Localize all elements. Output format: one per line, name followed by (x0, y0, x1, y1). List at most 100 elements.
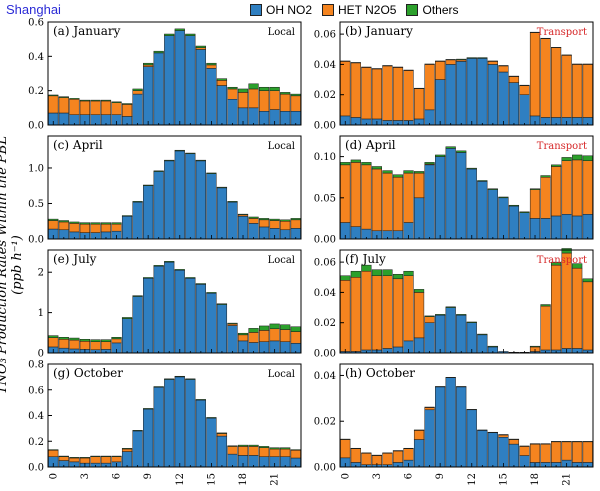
panel-1-bar-het-n2o5-h5 (100, 100, 112, 115)
panel-5-tag: Local (268, 255, 295, 266)
panel-8-bar-het-n2o5-h0 (340, 439, 351, 459)
xtick-label-col2-12: 12 (467, 473, 478, 486)
panel-7-bar-oh-no2-h13 (185, 379, 196, 468)
legend-swatch-others (406, 4, 419, 16)
panel-4-bar-het-n2o5-h22 (572, 159, 583, 217)
panel-6-bar-others-h5 (392, 273, 404, 280)
xtick-label-col2-6: 6 (404, 473, 415, 479)
panel-5-bar-oh-no2-h13 (185, 278, 196, 354)
panel-1-frame (47, 21, 302, 126)
panel-2-bar-het-n2o5-h21 (561, 55, 572, 118)
panel-3-bar-oh-no2-h19 (248, 223, 259, 240)
panel-5-bar-oh-no2-h11 (164, 261, 175, 354)
legend: OH NO2 HET N2O5 Others (250, 3, 459, 17)
panel-3-frame (47, 135, 302, 240)
panel-7-ytick-label-4: 0.8 (28, 360, 44, 371)
panel-4-bar-het-n2o5-h7 (413, 172, 425, 199)
panel-1-bar-others-h10 (153, 50, 164, 54)
panel-1-bar-others-h6 (111, 101, 122, 103)
panel-5-bar-het-n2o5-h3 (79, 341, 91, 350)
panel-5: 0 1 2 (e) July Local (38, 249, 302, 360)
panel-4-bar-oh-no2-h17 (519, 212, 530, 240)
panel-2-bar-oh-no2-h16 (508, 82, 520, 126)
panel-4-title: (d) April (345, 138, 396, 152)
panel-5-bar-others-h3 (79, 339, 91, 342)
panel-4-bar-others-h12 (466, 167, 477, 170)
panel-8-bar-het-n2o5-h1 (350, 448, 361, 463)
panel-3-bar-het-n2o5-h4 (90, 223, 101, 233)
panel-4-bar-others-h3 (371, 166, 382, 170)
panel-7-ytick-label-2: 0.4 (28, 411, 44, 422)
panel-2: 0.00 0.02 0.04 0.06 (b) January Transport (314, 21, 594, 132)
panel-7-bar-others-h17 (227, 445, 238, 447)
panel-1-bar-others-h7 (121, 103, 133, 105)
panel-2-bar-het-n2o5-h23 (582, 64, 593, 118)
panel-2-ytick-label-2: 0.04 (314, 60, 336, 71)
panel-2-tag: Transport (537, 27, 587, 38)
panel-7-bar-het-n2o5-h18 (237, 446, 249, 456)
panel-4-bar-oh-no2-h20 (551, 215, 562, 240)
panel-3-bar-oh-no2-h16 (216, 187, 228, 240)
panel-1-bar-others-h13 (185, 33, 196, 36)
panel-5-bar-het-n2o5-h20 (259, 330, 270, 342)
panel-4-frame (339, 135, 594, 240)
panel-3-bar-oh-no2-h8 (132, 201, 143, 240)
panel-4-bar-het-n2o5-h18 (529, 189, 541, 219)
panel-2-frame (339, 21, 594, 126)
panel-1-bar-others-h17 (227, 86, 238, 90)
panel-6-bar-oh-no2-h9 (435, 314, 446, 354)
panel-6-ytick-label-1: 0.02 (314, 318, 336, 329)
panel-4-ytick-label-2: 0.10 (314, 152, 336, 163)
panel-1-bar-oh-no2-h19 (248, 107, 259, 126)
panel-3-bar-others-h16 (216, 186, 228, 189)
panel-7-bar-others-h14 (195, 399, 206, 401)
xtick-label-col2-18: 18 (530, 473, 541, 486)
panel-7-bar-others-h18 (237, 444, 249, 447)
panel-5-bar-others-h4 (90, 339, 101, 342)
panel-7-tag: Local (268, 369, 295, 380)
panel-8-bar-oh-no2-h12 (466, 409, 477, 468)
panel-4-bar-oh-no2-h13 (477, 181, 488, 240)
panel-1-ytick-label-1: 0.2 (28, 86, 44, 97)
panel-3-bar-others-h20 (259, 218, 270, 221)
panel-4-bar-het-n2o5-h6 (403, 172, 414, 223)
panel-5-bar-oh-no2-h15 (206, 292, 217, 354)
panel-1-ytick-label-3: 0.6 (28, 18, 44, 29)
panel-3-bar-het-n2o5-h19 (248, 218, 259, 224)
panel-7-ytick-label-3: 0.6 (28, 385, 44, 396)
panel-7-bar-others-h22 (280, 447, 291, 450)
panel-4-bar-others-h16 (508, 204, 520, 207)
panel-7-title: (g) October (53, 366, 123, 380)
panel-7-bar-het-n2o5-h0 (48, 450, 59, 457)
panel-6-bar-het-n2o5-h4 (382, 275, 393, 349)
panel-1-ytick-label-2: 0.4 (28, 52, 44, 63)
panel-3-ytick-label-0: 0.0 (28, 235, 44, 246)
panel-2-bar-oh-no2-h8 (424, 109, 435, 126)
panel-1-bar-oh-no2-h23 (290, 111, 301, 126)
legend-item-others: Others (406, 3, 459, 17)
panel-8-bar-het-n2o5-h17 (519, 446, 530, 456)
panel-3-bar-oh-no2-h17 (227, 201, 238, 240)
panel-7-bar-others-h23 (290, 449, 301, 451)
panel-1-bar-oh-no2-h15 (206, 68, 217, 126)
panel-2-bar-het-n2o5-h9 (435, 61, 446, 80)
xtick-label-col1-15: 15 (206, 473, 217, 486)
panel-2-bar-het-n2o5-h3 (371, 68, 382, 120)
panel-7-bar-het-n2o5-h1 (58, 456, 69, 461)
panel-7-bar-het-n2o5-h22 (280, 448, 291, 457)
panel-6-bar-others-h21 (561, 248, 572, 254)
panel-4-bar-others-h0 (340, 162, 351, 166)
panel-3-tag: Local (268, 141, 295, 152)
panel-7-bar-others-h10 (153, 386, 164, 388)
panel-4-bar-others-h23 (582, 155, 593, 161)
panel-1-bar-others-h22 (280, 92, 291, 95)
panel-3-bar-others-h23 (290, 218, 301, 221)
panel-5-bar-oh-no2-h8 (132, 296, 143, 354)
panel-7-bar-oh-no2-h14 (195, 399, 206, 468)
panel-4-bar-het-n2o5-h3 (371, 168, 382, 232)
panel-6-bar-others-h22 (572, 263, 583, 269)
panel-5-bar-oh-no2-h16 (216, 304, 228, 354)
panel-4-bar-oh-no2-h9 (435, 156, 446, 240)
panel-1-bar-others-h0 (48, 94, 59, 97)
panel-5-bar-het-n2o5-h21 (269, 328, 280, 342)
